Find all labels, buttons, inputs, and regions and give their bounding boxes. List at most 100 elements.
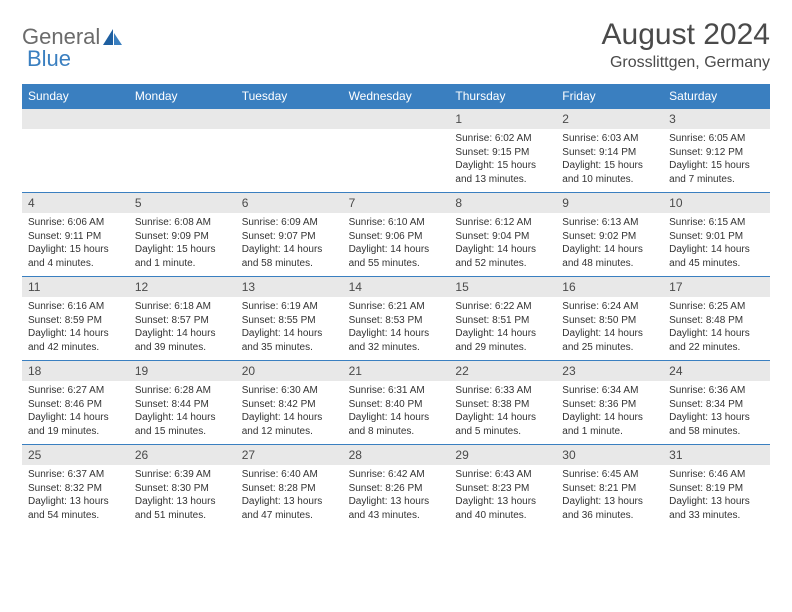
sunset-text: Sunset: 8:42 PM xyxy=(242,398,337,412)
sunrise-text: Sunrise: 6:19 AM xyxy=(242,300,337,314)
daylight-text-1: Daylight: 14 hours xyxy=(562,411,657,425)
day-number xyxy=(343,109,450,129)
day-number: 15 xyxy=(449,277,556,297)
daylight-text-1: Daylight: 14 hours xyxy=(349,243,444,257)
sunrise-text: Sunrise: 6:12 AM xyxy=(455,216,550,230)
day-number: 10 xyxy=(663,193,770,213)
daylight-text-2: and 45 minutes. xyxy=(669,257,764,271)
sunset-text: Sunset: 9:15 PM xyxy=(455,146,550,160)
daylight-text-2: and 33 minutes. xyxy=(669,509,764,523)
daylight-text-1: Daylight: 14 hours xyxy=(242,411,337,425)
daylight-text-1: Daylight: 14 hours xyxy=(28,411,123,425)
weekday-saturday: Saturday xyxy=(663,84,770,108)
day-details: Sunrise: 6:36 AMSunset: 8:34 PMDaylight:… xyxy=(663,381,770,444)
sunrise-text: Sunrise: 6:18 AM xyxy=(135,300,230,314)
sunset-text: Sunset: 9:14 PM xyxy=(562,146,657,160)
day-details: Sunrise: 6:15 AMSunset: 9:01 PMDaylight:… xyxy=(663,213,770,276)
day-number-band: 25262728293031 xyxy=(22,445,770,465)
day-details xyxy=(22,129,129,192)
day-details-band: Sunrise: 6:16 AMSunset: 8:59 PMDaylight:… xyxy=(22,297,770,360)
sunrise-text: Sunrise: 6:45 AM xyxy=(562,468,657,482)
week-row: 25262728293031Sunrise: 6:37 AMSunset: 8:… xyxy=(22,444,770,528)
weekday-thursday: Thursday xyxy=(449,84,556,108)
sunrise-text: Sunrise: 6:02 AM xyxy=(455,132,550,146)
daylight-text-1: Daylight: 15 hours xyxy=(135,243,230,257)
weeks-container: 123Sunrise: 6:02 AMSunset: 9:15 PMDaylig… xyxy=(22,108,770,528)
weekday-tuesday: Tuesday xyxy=(236,84,343,108)
day-number: 9 xyxy=(556,193,663,213)
daylight-text-1: Daylight: 13 hours xyxy=(562,495,657,509)
day-number xyxy=(22,109,129,129)
day-details: Sunrise: 6:03 AMSunset: 9:14 PMDaylight:… xyxy=(556,129,663,192)
day-number: 19 xyxy=(129,361,236,381)
day-details: Sunrise: 6:33 AMSunset: 8:38 PMDaylight:… xyxy=(449,381,556,444)
calendar-page: General August 2024 Grosslittgen, German… xyxy=(0,0,792,546)
sunset-text: Sunset: 8:51 PM xyxy=(455,314,550,328)
sunrise-text: Sunrise: 6:08 AM xyxy=(135,216,230,230)
daylight-text-2: and 58 minutes. xyxy=(242,257,337,271)
sunset-text: Sunset: 9:01 PM xyxy=(669,230,764,244)
sunset-text: Sunset: 9:12 PM xyxy=(669,146,764,160)
daylight-text-1: Daylight: 14 hours xyxy=(669,327,764,341)
daylight-text-1: Daylight: 14 hours xyxy=(669,243,764,257)
sunset-text: Sunset: 8:30 PM xyxy=(135,482,230,496)
weekday-monday: Monday xyxy=(129,84,236,108)
calendar-grid: Sunday Monday Tuesday Wednesday Thursday… xyxy=(22,84,770,528)
sunrise-text: Sunrise: 6:22 AM xyxy=(455,300,550,314)
day-details-band: Sunrise: 6:27 AMSunset: 8:46 PMDaylight:… xyxy=(22,381,770,444)
sunrise-text: Sunrise: 6:28 AM xyxy=(135,384,230,398)
day-details: Sunrise: 6:45 AMSunset: 8:21 PMDaylight:… xyxy=(556,465,663,528)
day-number: 23 xyxy=(556,361,663,381)
day-details: Sunrise: 6:19 AMSunset: 8:55 PMDaylight:… xyxy=(236,297,343,360)
sunset-text: Sunset: 8:50 PM xyxy=(562,314,657,328)
daylight-text-1: Daylight: 14 hours xyxy=(28,327,123,341)
sunrise-text: Sunrise: 6:42 AM xyxy=(349,468,444,482)
sunset-text: Sunset: 9:11 PM xyxy=(28,230,123,244)
sunset-text: Sunset: 9:04 PM xyxy=(455,230,550,244)
day-details: Sunrise: 6:16 AMSunset: 8:59 PMDaylight:… xyxy=(22,297,129,360)
daylight-text-2: and 19 minutes. xyxy=(28,425,123,439)
daylight-text-1: Daylight: 14 hours xyxy=(349,411,444,425)
day-details: Sunrise: 6:37 AMSunset: 8:32 PMDaylight:… xyxy=(22,465,129,528)
daylight-text-2: and 47 minutes. xyxy=(242,509,337,523)
daylight-text-2: and 54 minutes. xyxy=(28,509,123,523)
day-number: 30 xyxy=(556,445,663,465)
day-details: Sunrise: 6:31 AMSunset: 8:40 PMDaylight:… xyxy=(343,381,450,444)
day-number: 25 xyxy=(22,445,129,465)
sunrise-text: Sunrise: 6:24 AM xyxy=(562,300,657,314)
daylight-text-1: Daylight: 13 hours xyxy=(455,495,550,509)
day-details: Sunrise: 6:08 AMSunset: 9:09 PMDaylight:… xyxy=(129,213,236,276)
day-details: Sunrise: 6:27 AMSunset: 8:46 PMDaylight:… xyxy=(22,381,129,444)
sunset-text: Sunset: 8:38 PM xyxy=(455,398,550,412)
weekday-sunday: Sunday xyxy=(22,84,129,108)
month-title: August 2024 xyxy=(602,18,770,52)
day-details: Sunrise: 6:02 AMSunset: 9:15 PMDaylight:… xyxy=(449,129,556,192)
day-number: 5 xyxy=(129,193,236,213)
daylight-text-1: Daylight: 15 hours xyxy=(28,243,123,257)
day-number xyxy=(236,109,343,129)
sunset-text: Sunset: 9:06 PM xyxy=(349,230,444,244)
week-row: 123Sunrise: 6:02 AMSunset: 9:15 PMDaylig… xyxy=(22,108,770,192)
day-number: 22 xyxy=(449,361,556,381)
day-number: 11 xyxy=(22,277,129,297)
sunrise-text: Sunrise: 6:46 AM xyxy=(669,468,764,482)
sunrise-text: Sunrise: 6:03 AM xyxy=(562,132,657,146)
weekday-friday: Friday xyxy=(556,84,663,108)
day-details: Sunrise: 6:40 AMSunset: 8:28 PMDaylight:… xyxy=(236,465,343,528)
day-details: Sunrise: 6:22 AMSunset: 8:51 PMDaylight:… xyxy=(449,297,556,360)
day-details: Sunrise: 6:34 AMSunset: 8:36 PMDaylight:… xyxy=(556,381,663,444)
sunrise-text: Sunrise: 6:27 AM xyxy=(28,384,123,398)
day-details: Sunrise: 6:42 AMSunset: 8:26 PMDaylight:… xyxy=(343,465,450,528)
daylight-text-1: Daylight: 15 hours xyxy=(455,159,550,173)
sunset-text: Sunset: 8:48 PM xyxy=(669,314,764,328)
sunrise-text: Sunrise: 6:36 AM xyxy=(669,384,764,398)
sunrise-text: Sunrise: 6:33 AM xyxy=(455,384,550,398)
daylight-text-1: Daylight: 14 hours xyxy=(562,327,657,341)
sunrise-text: Sunrise: 6:25 AM xyxy=(669,300,764,314)
week-row: 11121314151617Sunrise: 6:16 AMSunset: 8:… xyxy=(22,276,770,360)
sunrise-text: Sunrise: 6:40 AM xyxy=(242,468,337,482)
day-number: 16 xyxy=(556,277,663,297)
sunrise-text: Sunrise: 6:05 AM xyxy=(669,132,764,146)
daylight-text-2: and 1 minute. xyxy=(135,257,230,271)
day-details: Sunrise: 6:13 AMSunset: 9:02 PMDaylight:… xyxy=(556,213,663,276)
